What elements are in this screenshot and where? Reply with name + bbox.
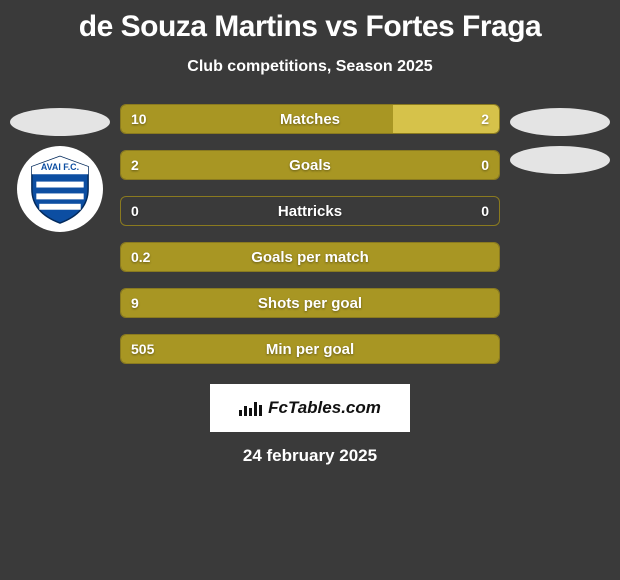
stat-row: 9Shots per goal bbox=[120, 288, 500, 318]
stat-row: 00Hattricks bbox=[120, 196, 500, 226]
footer-brand-text: FcTables.com bbox=[268, 398, 381, 418]
comparison-title: de Souza Martins vs Fortes Fraga bbox=[0, 0, 620, 44]
svg-text:AVAI F.C.: AVAI F.C. bbox=[41, 162, 79, 172]
stat-label: Min per goal bbox=[121, 335, 499, 363]
stat-row: 102Matches bbox=[120, 104, 500, 134]
footer-date: 24 february 2025 bbox=[0, 446, 620, 466]
stat-label: Matches bbox=[121, 105, 499, 133]
stat-row: 505Min per goal bbox=[120, 334, 500, 364]
right-player-badge bbox=[510, 108, 610, 136]
bars-chart-icon bbox=[239, 400, 262, 416]
footer-brand-badge: FcTables.com bbox=[210, 384, 410, 432]
left-player-badge bbox=[10, 108, 110, 136]
stat-label: Goals per match bbox=[121, 243, 499, 271]
stat-label: Hattricks bbox=[121, 197, 499, 225]
stat-label: Goals bbox=[121, 151, 499, 179]
stats-bars: 102Matches 20Goals 00Hattricks 0.2Goals per… bbox=[120, 104, 500, 364]
comparison-body: AVAI F.C. 102Matches 20Goals 00Hattricks 0.… bbox=[0, 104, 620, 364]
stat-row: 20Goals bbox=[120, 150, 500, 180]
footer-brand: FcTables.com bbox=[239, 398, 381, 418]
left-side: AVAI F.C. bbox=[8, 104, 112, 364]
comparison-subtitle: Club competitions, Season 2025 bbox=[0, 58, 620, 76]
left-club-crest: AVAI F.C. bbox=[17, 146, 103, 232]
stat-row: 0.2Goals per match bbox=[120, 242, 500, 272]
stat-label: Shots per goal bbox=[121, 289, 499, 317]
avai-crest-icon: AVAI F.C. bbox=[23, 152, 97, 226]
right-side bbox=[508, 104, 612, 364]
right-club-badge bbox=[510, 146, 610, 174]
